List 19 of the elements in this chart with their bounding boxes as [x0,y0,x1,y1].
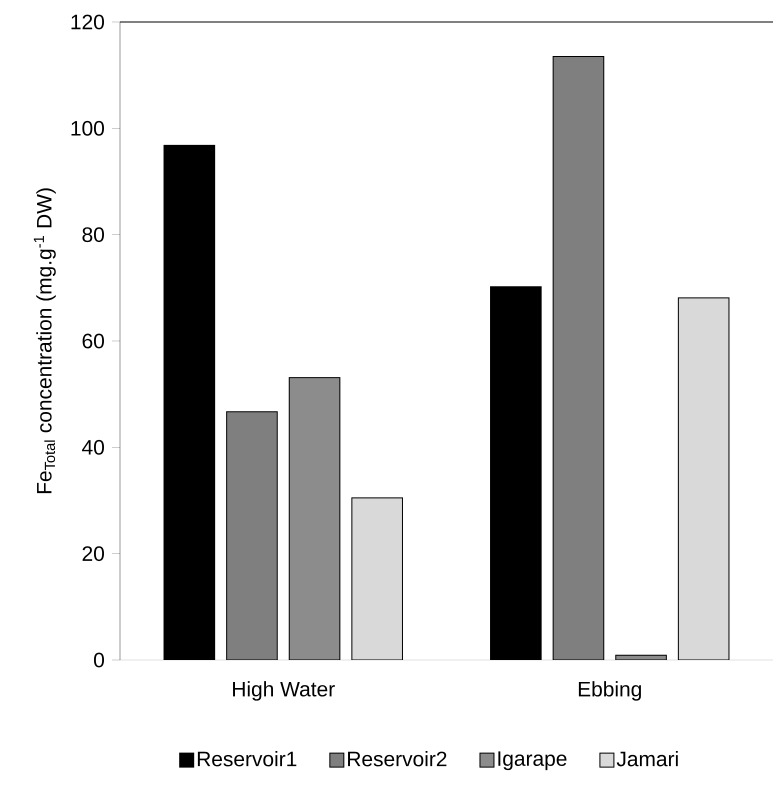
bar [289,377,341,660]
y-tick-label: 40 [82,440,104,455]
y-tick-label: 120 [72,14,104,30]
bar [226,411,278,660]
y-tick-label: 100 [72,120,104,136]
bar [352,497,404,660]
y-tick-label: 0 [94,652,104,668]
y-tick-label: 20 [82,546,104,562]
legend-label: Igarape [498,751,567,770]
y-tick-label: 60 [82,334,104,348]
legend-label: Reservoir2 [348,751,447,766]
bar [552,56,605,660]
bar [678,297,730,660]
legend-label: Jamari [616,751,678,766]
y-tick-label: 80 [82,227,104,242]
y-axis-title: Fe$_{Total}$ concentration (mg.g$^{-1}$ DW) [34,188,56,494]
x-tick-label: High Water [233,681,336,701]
x-tick-label: Ebbing [579,681,642,701]
legend-label: Reservoir1 [198,751,297,766]
